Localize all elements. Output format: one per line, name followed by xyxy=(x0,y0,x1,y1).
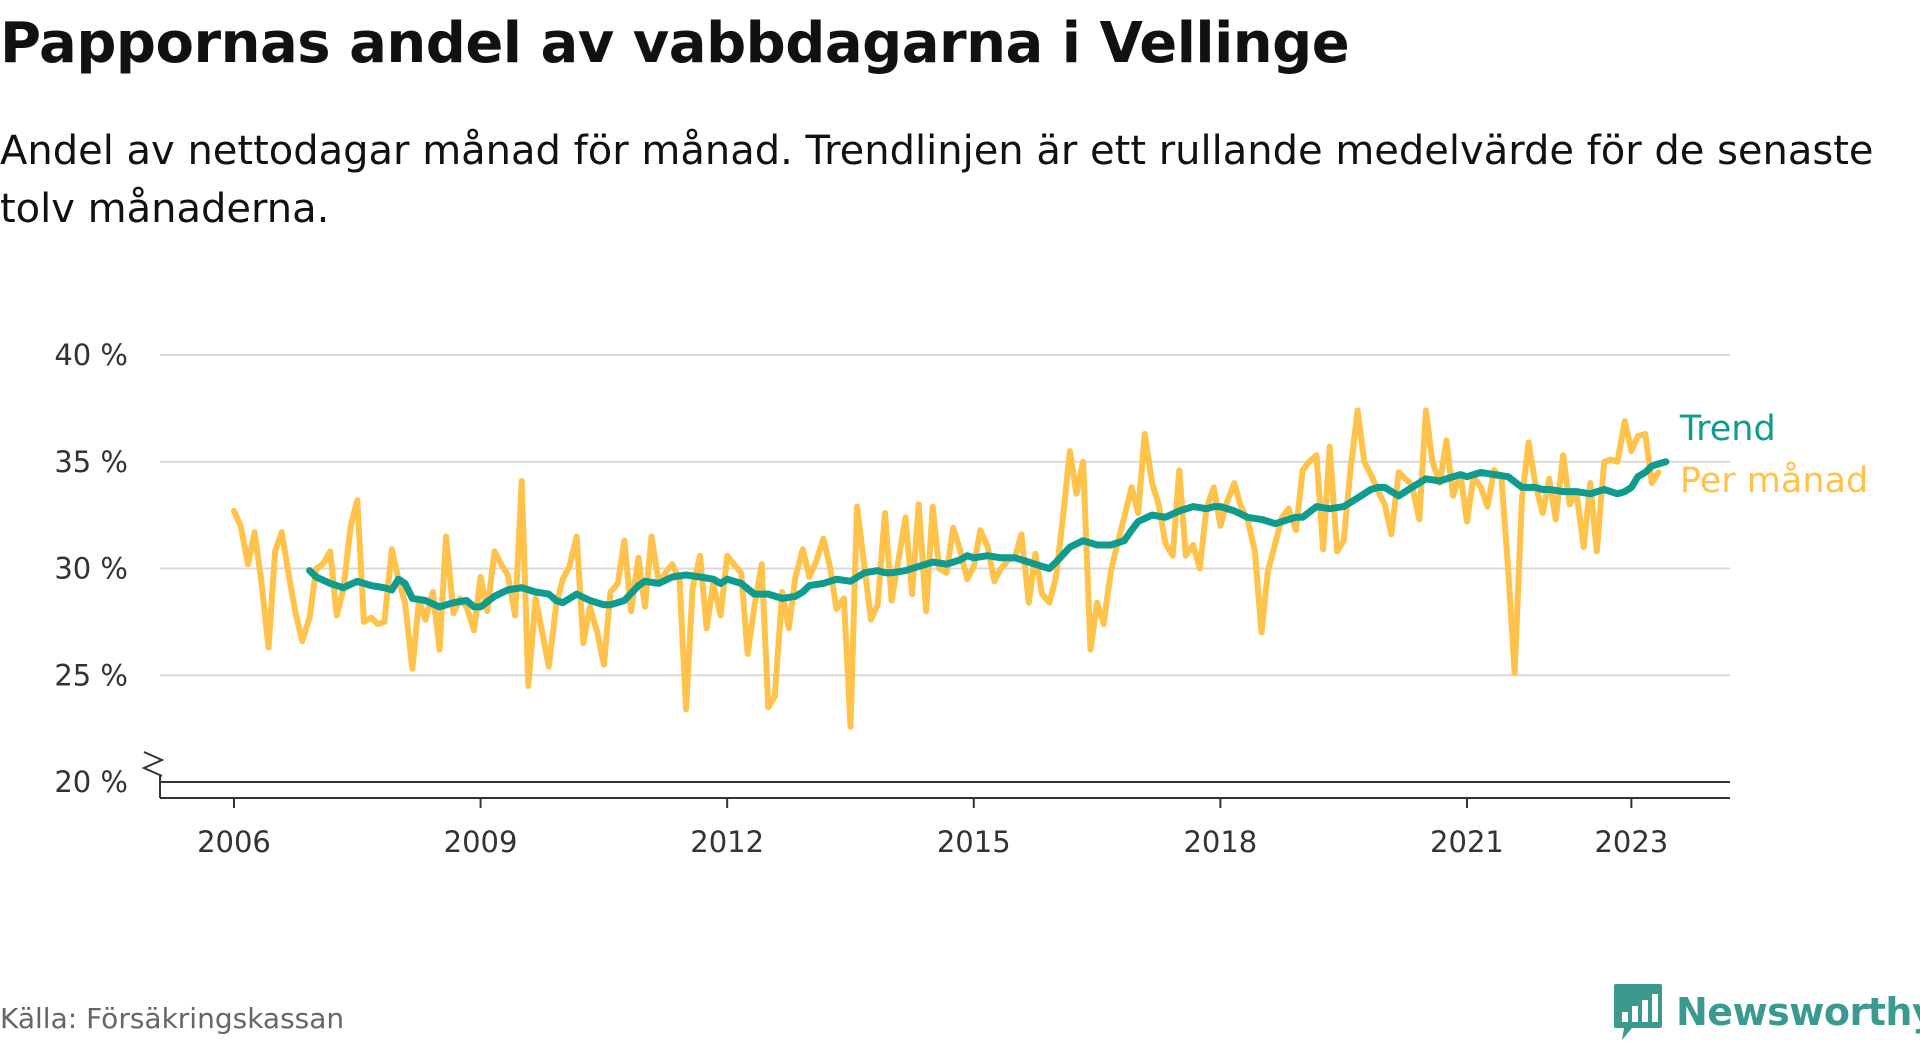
source-note: Källa: Försäkringskassan xyxy=(0,1002,345,1035)
line-chart: 40 % 35 % 30 % 25 % 20 % 2006 2009 2012 2015 2018… xyxy=(54,338,1868,859)
newsworthy-logo: Newsworthy xyxy=(1612,982,1920,1042)
x-tick-label: 2006 xyxy=(197,825,271,859)
x-tick-label: 2018 xyxy=(1183,825,1257,859)
y-tick-label: 30 % xyxy=(54,552,128,586)
x-tick-label: 2009 xyxy=(444,825,518,859)
x-tick-label: 2015 xyxy=(937,825,1011,859)
series-label: Per månad xyxy=(1680,460,1868,501)
y-tick-label: 20 % xyxy=(54,765,128,799)
y-tick-label: 40 % xyxy=(54,338,128,372)
y-tick-label: 25 % xyxy=(54,658,128,692)
bar-chart-icon xyxy=(1614,984,1662,1040)
brand-name: Newsworthy xyxy=(1676,990,1920,1034)
series-label: Trend xyxy=(1679,409,1776,449)
x-tick-label: 2012 xyxy=(690,825,764,859)
series-line-trend xyxy=(306,458,1670,611)
chart-title: Pappornas andel av vabbdagarna i Velling… xyxy=(0,11,1350,76)
chart-subtitle: Andel av nettodagar månad för månad. Tre… xyxy=(0,128,1874,232)
x-tick-label: 2023 xyxy=(1594,825,1668,859)
axis-break-mark xyxy=(141,751,165,777)
y-tick-label: 35 % xyxy=(54,445,128,479)
x-tick-label: 2021 xyxy=(1430,825,1504,859)
